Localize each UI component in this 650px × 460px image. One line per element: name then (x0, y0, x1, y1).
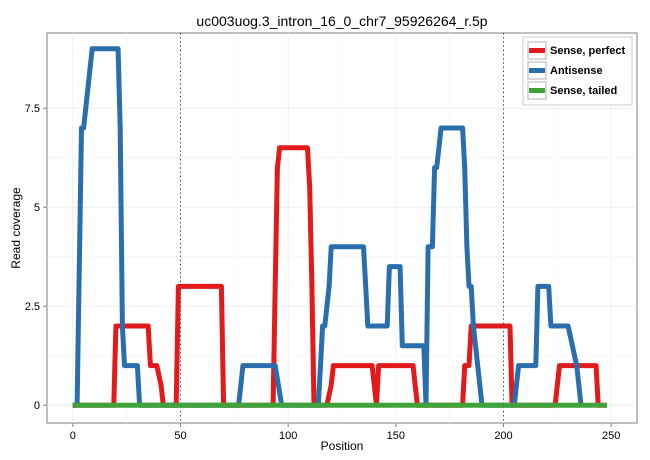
chart-title: uc003uog.3_intron_16_0_chr7_95926264_r.5… (196, 13, 487, 29)
y-tick-label: 2.5 (25, 301, 40, 313)
x-tick-label: 50 (174, 430, 186, 442)
x-axis-ticks: 0 50 100 150 200 250 (70, 423, 620, 442)
x-tick-label: 150 (387, 430, 405, 442)
y-axis-label: Read coverage (9, 187, 23, 269)
legend-label-antisense: Antisense (550, 65, 603, 77)
series-layer (72, 46, 607, 408)
y-axis-ticks: 0 2.5 5 7.5 (25, 103, 47, 412)
series-line-antisense (72, 46, 584, 408)
legend-label-sense-tailed: Sense, tailed (550, 85, 617, 97)
y-tick-label: 0 (34, 400, 40, 412)
x-tick-label: 100 (279, 430, 297, 442)
y-tick-label: 7.5 (25, 103, 40, 115)
legend: Sense, perfect Antisense Sense, tailed (522, 36, 633, 106)
x-tick-label: 200 (494, 430, 512, 442)
x-axis-label: Position (321, 439, 364, 453)
x-tick-label: 250 (602, 430, 620, 442)
legend-label-sense-perfect: Sense, perfect (550, 45, 626, 57)
x-tick-label: 0 (70, 430, 76, 442)
y-tick-label: 5 (34, 202, 40, 214)
